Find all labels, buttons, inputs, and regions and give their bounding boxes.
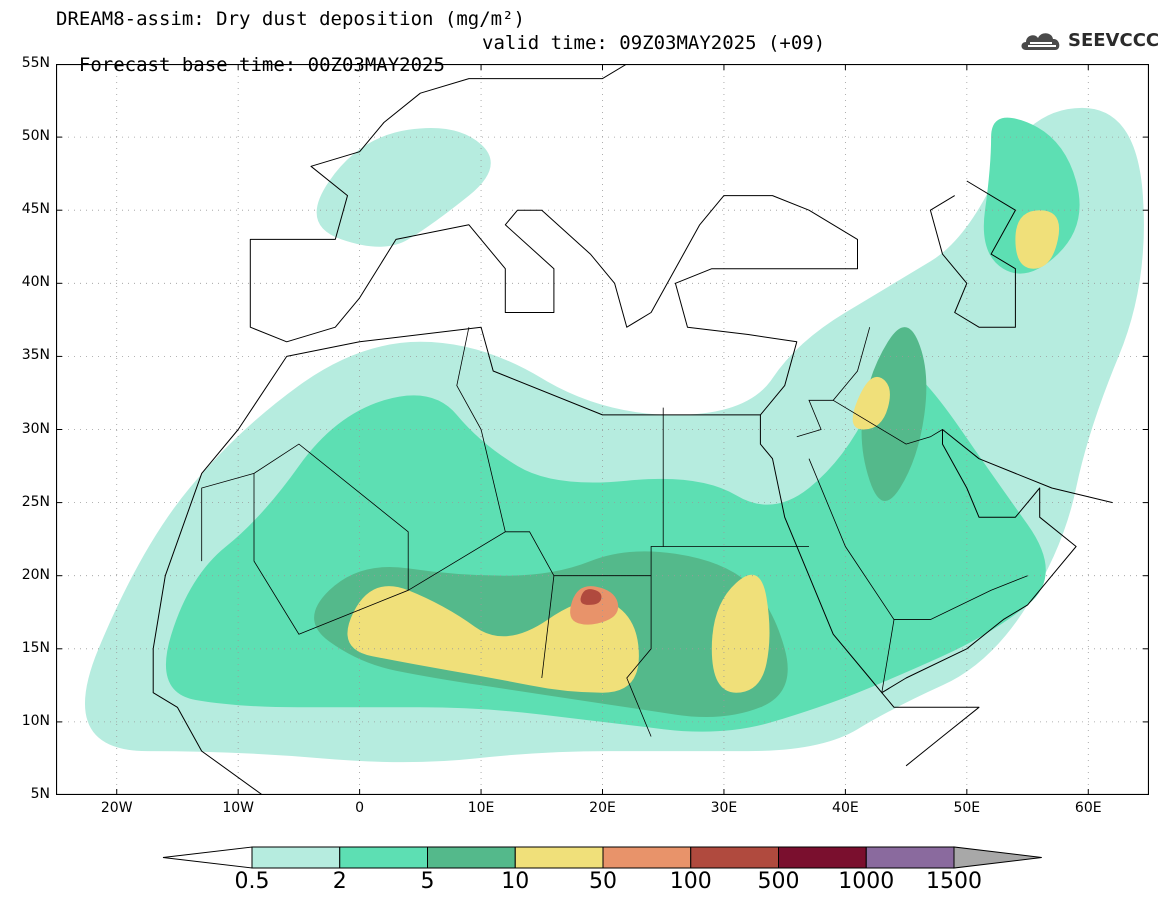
lat-label: 55N bbox=[21, 55, 50, 71]
country-borders bbox=[201, 327, 1028, 737]
deposition-region-5 bbox=[861, 327, 927, 501]
lat-label: 15N bbox=[21, 639, 50, 656]
country-border bbox=[407, 531, 555, 679]
axis-ticks bbox=[56, 64, 1149, 795]
deposition-region-6 bbox=[347, 586, 639, 693]
valid-time: valid time: 09Z03MAY2025 (+09) bbox=[482, 32, 826, 54]
deposition-region-11 bbox=[580, 589, 602, 605]
deposition-region-1 bbox=[316, 127, 491, 247]
lon-label: 10W bbox=[222, 800, 254, 816]
country-border bbox=[553, 407, 664, 577]
colorbar-label: 1500 bbox=[926, 869, 982, 894]
map-frame bbox=[56, 64, 1149, 795]
seevccc-logo: SEEVCCC bbox=[1018, 26, 1160, 56]
coastline bbox=[881, 692, 980, 767]
lat-label: 30N bbox=[21, 420, 50, 437]
country-border bbox=[253, 443, 409, 635]
country-border bbox=[796, 327, 871, 438]
colorbar-label: 5 bbox=[420, 869, 435, 894]
colorbar bbox=[162, 846, 1042, 869]
colorbar-bin bbox=[251, 846, 341, 869]
coastline bbox=[152, 64, 858, 649]
dust-map bbox=[56, 64, 1149, 795]
deposition-region-8 bbox=[852, 376, 890, 430]
lat-label: 45N bbox=[21, 201, 50, 218]
colorbar-label: 500 bbox=[757, 869, 800, 894]
colorbar-label: 50 bbox=[589, 869, 617, 894]
map-title: DREAM8-assim: Dry dust deposition (mg/m²… bbox=[56, 8, 525, 30]
colorbar-bin bbox=[514, 846, 604, 869]
deposition-region-9 bbox=[1015, 210, 1060, 269]
colorbar-label: 10 bbox=[501, 869, 530, 894]
lon-label: 40E bbox=[832, 800, 859, 816]
colorbar-bin bbox=[865, 846, 955, 869]
country-border bbox=[456, 327, 506, 532]
colorbar-label: 2 bbox=[332, 869, 347, 894]
colorbar-over-arrow bbox=[953, 846, 1042, 869]
deposition-region-7 bbox=[711, 574, 770, 693]
colorbar-bin bbox=[339, 846, 428, 869]
colorbar-label: 1000 bbox=[838, 869, 895, 894]
colorbar-bin bbox=[690, 846, 779, 869]
lat-label: 50N bbox=[21, 128, 50, 145]
lat-label: 35N bbox=[21, 347, 50, 364]
lon-label: 20W bbox=[100, 800, 133, 816]
country-border bbox=[808, 458, 931, 620]
cloud-icon bbox=[1021, 33, 1060, 50]
lon-label: 60E bbox=[1074, 800, 1102, 816]
colorbar-bin bbox=[602, 846, 692, 869]
logo-text: SEEVCCC bbox=[1068, 30, 1160, 51]
lat-label: 5N bbox=[30, 786, 50, 802]
coastline bbox=[929, 180, 1016, 328]
lat-label: 10N bbox=[21, 712, 50, 729]
coastline bbox=[152, 648, 263, 795]
deposition-fields bbox=[84, 107, 1144, 763]
country-border bbox=[832, 399, 943, 445]
country-border bbox=[626, 575, 652, 737]
lon-label: 50E bbox=[953, 800, 981, 816]
colorbar-label: 0.5 bbox=[234, 869, 270, 894]
lon-label: 30E bbox=[710, 800, 738, 816]
lat-label: 20N bbox=[21, 566, 50, 583]
colorbar-bin bbox=[778, 846, 867, 869]
lon-label: 0 bbox=[355, 800, 365, 816]
lon-label: 10E bbox=[467, 800, 495, 816]
colorbar-under-arrow bbox=[162, 846, 253, 869]
country-border bbox=[201, 473, 255, 562]
lat-label: 25N bbox=[21, 493, 50, 510]
colorbar-bin bbox=[427, 846, 516, 869]
colorbar-label: 100 bbox=[669, 869, 712, 894]
lon-label: 20E bbox=[589, 800, 616, 816]
lat-label: 40N bbox=[21, 274, 50, 291]
